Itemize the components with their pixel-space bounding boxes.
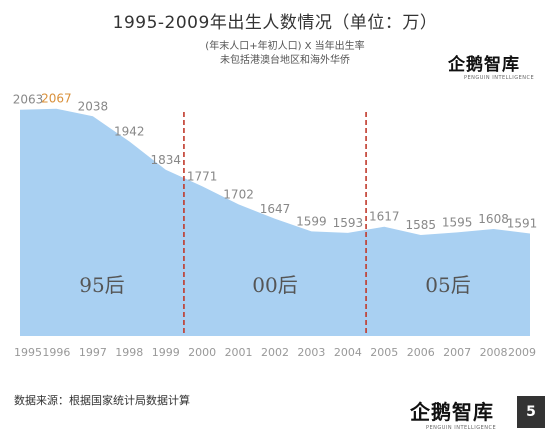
data-label: 1585 [405,218,436,232]
chart-subtitle: (年末人口+年初人口) X 当年出生率 未包括港澳台地区和海外华侨 [160,40,410,68]
x-tick-label: 2004 [334,346,362,359]
area-series [20,108,530,336]
page-number: 5 [517,396,545,428]
data-label: 1702 [223,187,254,201]
brand-logo: 企鹅智库 PENGUIN INTELLIGENCE [448,50,534,81]
data-label: 1771 [187,169,218,183]
x-tick-label: 1997 [79,346,107,359]
x-tick-label: 2003 [297,346,325,359]
x-tick-label: 1996 [42,346,70,359]
subtitle-line-2: 未包括港澳台地区和海外华侨 [220,55,350,66]
x-tick-label: 2009 [508,346,536,359]
data-label: 2063 [13,93,44,107]
data-label: 1647 [260,202,291,216]
data-source: 数据来源：根据国家统计局数据计算 [14,394,190,407]
x-tick-label: 1999 [152,346,180,359]
data-label: 1834 [150,153,181,167]
data-label: 1595 [442,215,473,229]
brand-logo-footer: 企鹅智库 PENGUIN INTELLIGENCE [410,396,496,431]
data-label: 2067 [41,92,72,106]
x-tick-label: 2006 [407,346,435,359]
data-label: 1599 [296,214,327,228]
x-tick-label: 2005 [370,346,398,359]
logo-subtext: PENGUIN INTELLIGENCE [464,75,535,81]
data-label: 1608 [478,212,509,226]
x-tick-label: 2001 [225,346,253,359]
region-label: 95后 [79,273,124,297]
subtitle-line-1: (年末人口+年初人口) X 当年出生率 [205,41,365,52]
data-label: 1617 [369,210,400,224]
region-label: 05后 [425,273,470,297]
x-tick-label: 2000 [188,346,216,359]
data-label: 2038 [78,99,109,113]
logo-text: 企鹅智库 [448,55,520,75]
logo-text: 企鹅智库 [410,400,494,424]
x-tick-label: 2002 [261,346,289,359]
region-label: 00后 [252,273,297,297]
x-tick-label: 2008 [480,346,508,359]
x-tick-label: 2007 [443,346,471,359]
logo-subtext: PENGUIN INTELLIGENCE [426,425,497,431]
chart-title: 1995-2009年出生人数情况（单位：万） [112,13,438,33]
data-label: 1593 [333,216,364,230]
x-tick-label: 1995 [14,346,42,359]
x-tick-label: 1998 [115,346,143,359]
data-label: 1591 [507,216,538,230]
data-label: 1942 [114,124,145,138]
